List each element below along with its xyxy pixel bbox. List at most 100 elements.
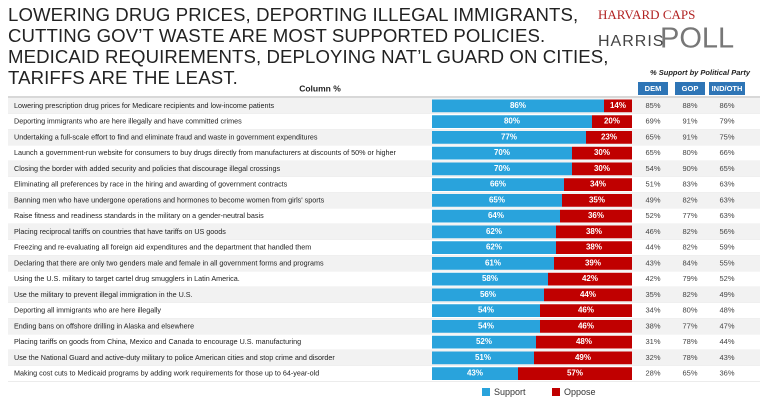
party-value: 85% bbox=[645, 101, 660, 110]
bar-value-label: 38% bbox=[586, 227, 602, 236]
bar-segment bbox=[432, 99, 604, 113]
party-value: 65% bbox=[682, 369, 697, 378]
row-label: Making cost cuts to Medicaid programs by… bbox=[14, 369, 319, 378]
bar-value-label: 42% bbox=[582, 274, 598, 283]
party-value: 49% bbox=[645, 195, 660, 204]
logo-line-2: HARRIS bbox=[598, 33, 664, 50]
party-value: 48% bbox=[719, 306, 734, 315]
row-label: Launch a government-run website for cons… bbox=[14, 148, 397, 157]
bar-value-label: 77% bbox=[501, 132, 517, 141]
bar-value-label: 54% bbox=[478, 306, 494, 315]
bar-segment bbox=[536, 335, 632, 349]
bar-segment bbox=[432, 209, 560, 223]
party-value: 44% bbox=[719, 337, 734, 346]
title: LOWERING DRUG PRICES, DEPORTING ILLEGAL … bbox=[8, 4, 609, 88]
party-header-label: DEM bbox=[645, 84, 662, 93]
legend-swatch bbox=[482, 388, 490, 396]
bar-segment bbox=[540, 320, 632, 333]
bar-segment bbox=[432, 194, 562, 207]
row-label: Placing reciprocal tariffs on countries … bbox=[14, 227, 226, 236]
bar-segment bbox=[432, 288, 544, 302]
bar-segment bbox=[604, 99, 632, 113]
bar-value-label: 70% bbox=[494, 164, 510, 173]
party-value: 49% bbox=[719, 290, 734, 299]
bar-value-label: 39% bbox=[585, 258, 601, 267]
party-value: 44% bbox=[645, 243, 660, 252]
party-value: 35% bbox=[645, 290, 660, 299]
row-label: Use the National Guard and active-duty m… bbox=[14, 353, 335, 362]
bar-value-label: 51% bbox=[475, 353, 491, 362]
row-label: Declaring that there are only two gender… bbox=[14, 258, 324, 267]
party-value: 82% bbox=[682, 290, 697, 299]
bar-value-label: 20% bbox=[604, 117, 620, 126]
party-value: 43% bbox=[645, 258, 660, 267]
party-value: 82% bbox=[682, 227, 697, 236]
legend-label: Support bbox=[494, 387, 526, 397]
legend-swatch bbox=[552, 388, 560, 396]
party-value: 46% bbox=[645, 227, 660, 236]
row-label: Freezing and re-evaluating all foreign a… bbox=[14, 243, 311, 252]
bar-segment bbox=[540, 304, 632, 317]
bar-segment bbox=[556, 225, 632, 239]
party-value: 65% bbox=[719, 164, 734, 173]
party-header: % Support by Political Party bbox=[650, 68, 751, 77]
party-value: 28% bbox=[645, 369, 660, 378]
bar-value-label: 70% bbox=[494, 148, 510, 157]
row-label: Placing tariffs on goods from China, Mex… bbox=[14, 337, 301, 346]
bar-value-label: 66% bbox=[490, 180, 506, 189]
bar-segment bbox=[432, 178, 564, 191]
bar-value-label: 58% bbox=[482, 274, 498, 283]
party-value: 79% bbox=[682, 274, 697, 283]
row-label: Closing the border with added security a… bbox=[14, 164, 280, 173]
bar-segment bbox=[432, 367, 518, 380]
bar-value-label: 44% bbox=[580, 290, 596, 299]
party-value: 42% bbox=[645, 274, 660, 283]
column-header: Column % bbox=[299, 83, 341, 93]
row-label: Undertaking a full-scale effort to find … bbox=[14, 132, 318, 141]
party-value: 56% bbox=[719, 227, 734, 236]
bar-value-label: 56% bbox=[480, 290, 496, 299]
bar-value-label: 62% bbox=[486, 227, 502, 236]
bar-segment bbox=[564, 178, 632, 191]
party-value: 86% bbox=[719, 101, 734, 110]
row-label: Lowering prescription drug prices for Me… bbox=[14, 101, 274, 110]
party-value: 32% bbox=[645, 353, 660, 362]
party-value: 78% bbox=[682, 353, 697, 362]
party-value: 88% bbox=[682, 101, 697, 110]
party-value: 38% bbox=[645, 321, 660, 330]
bar-segment bbox=[548, 272, 632, 286]
legend-label: Oppose bbox=[564, 387, 596, 397]
party-value: 69% bbox=[645, 117, 660, 126]
party-value: 77% bbox=[682, 211, 697, 220]
bar-segment bbox=[572, 162, 632, 176]
party-value: 31% bbox=[645, 337, 660, 346]
party-header-cell bbox=[675, 82, 705, 95]
party-value: 65% bbox=[645, 132, 660, 141]
logo-line-3: POLL bbox=[660, 23, 734, 55]
bar-segment bbox=[432, 241, 556, 254]
bar-segment bbox=[586, 131, 632, 144]
party-header-cell bbox=[638, 82, 668, 95]
party-value: 91% bbox=[682, 132, 697, 141]
party-value: 34% bbox=[645, 306, 660, 315]
bar-segment bbox=[560, 209, 632, 223]
party-value: 65% bbox=[645, 148, 660, 157]
row-label: Use the military to prevent illegal immi… bbox=[14, 290, 193, 299]
bar-segment bbox=[562, 194, 632, 207]
bar-value-label: 48% bbox=[576, 337, 592, 346]
bar-segment bbox=[432, 146, 572, 160]
bar-segment bbox=[518, 367, 632, 380]
party-header-label: IND/OTH bbox=[712, 84, 743, 93]
bar-segment bbox=[432, 225, 556, 239]
bar-value-label: 65% bbox=[489, 195, 505, 204]
bar-segment bbox=[432, 351, 534, 365]
bar-segment bbox=[534, 351, 632, 365]
party-value: 52% bbox=[645, 211, 660, 220]
bar-segment bbox=[572, 146, 632, 160]
party-value: 63% bbox=[719, 195, 734, 204]
bar-value-label: 49% bbox=[575, 353, 591, 362]
party-value: 55% bbox=[719, 258, 734, 267]
party-value: 83% bbox=[682, 180, 697, 189]
